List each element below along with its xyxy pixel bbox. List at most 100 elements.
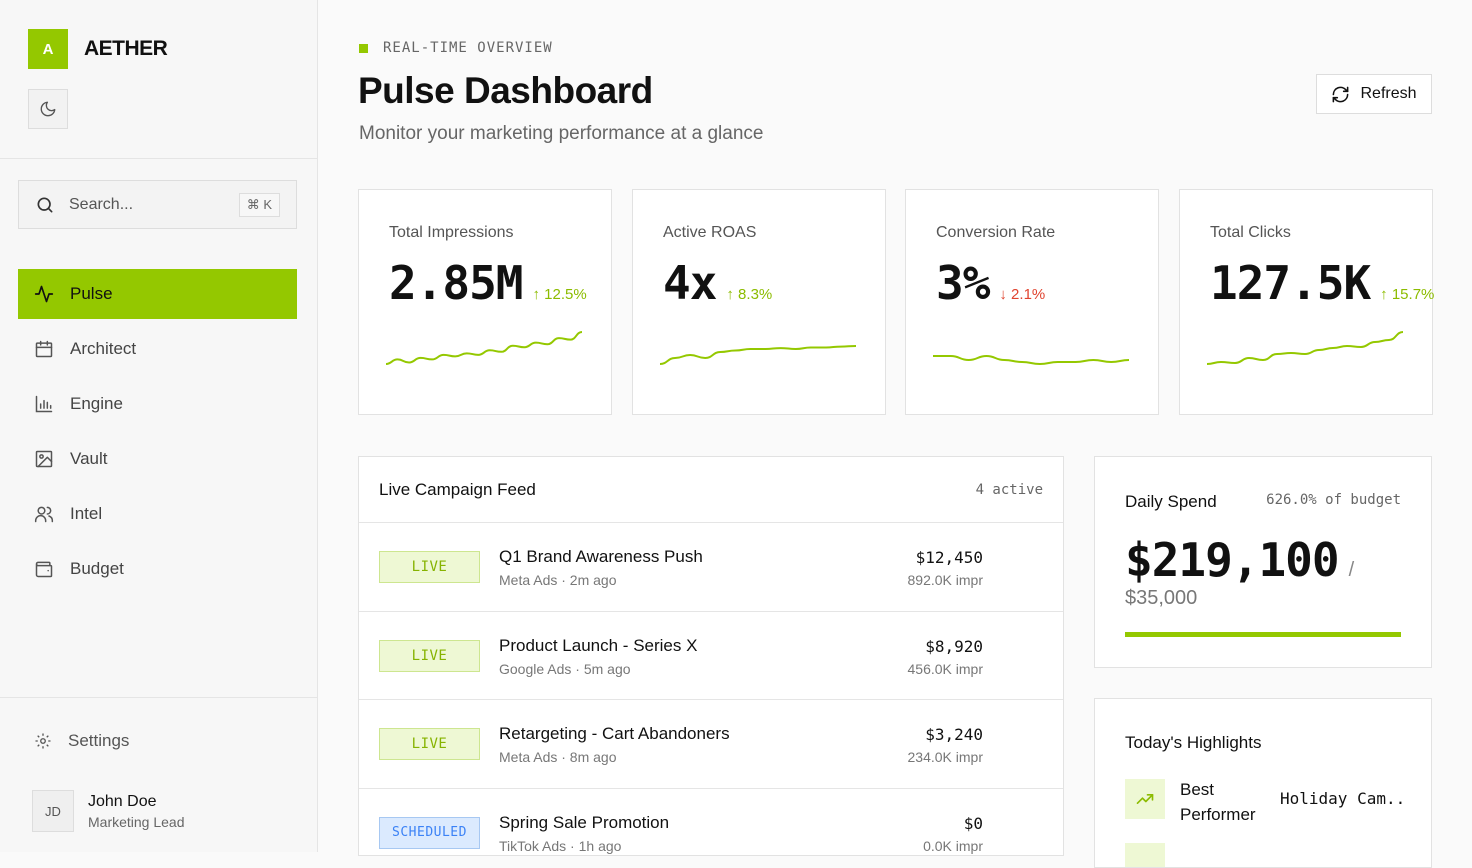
campaign-name: Product Launch - Series X bbox=[499, 635, 698, 655]
activity-icon bbox=[34, 285, 54, 303]
highlights-title: Today's Highlights bbox=[1125, 733, 1262, 752]
search-shortcut-badge: ⌘ K bbox=[238, 192, 280, 217]
nav-item-pulse[interactable]: Pulse bbox=[18, 269, 297, 319]
sparkline bbox=[385, 331, 583, 365]
metric-value: 4x bbox=[663, 256, 717, 310]
sparkline bbox=[1206, 331, 1404, 365]
metric-label: Total Clicks bbox=[1210, 224, 1291, 241]
campaign-row[interactable]: LIVE Q1 Brand Awareness Push Meta Ads · … bbox=[359, 523, 1063, 612]
spend-budget-percent: 626.0% of budget bbox=[1266, 492, 1401, 508]
user-name: John Doe bbox=[88, 792, 157, 810]
spend-progress-bar bbox=[1125, 632, 1401, 637]
page-title: Pulse Dashboard bbox=[358, 70, 653, 111]
nav-item-label: Budget bbox=[70, 559, 124, 578]
campaign-impressions: 892.0K impr bbox=[907, 572, 983, 588]
main-nav: Pulse Architect Engine Vault Intel Budge… bbox=[18, 269, 297, 599]
eyebrow-marker bbox=[359, 43, 368, 53]
refresh-icon bbox=[1333, 86, 1349, 102]
sparkline-path bbox=[1206, 331, 1404, 365]
moon-icon bbox=[40, 101, 56, 117]
nav-item-label: Engine bbox=[70, 394, 123, 413]
sparkline-path bbox=[659, 345, 857, 365]
image-icon bbox=[35, 450, 53, 468]
gear-icon bbox=[35, 733, 51, 749]
campaign-spend: $3,240 bbox=[925, 725, 983, 744]
campaign-spend: $8,920 bbox=[925, 636, 983, 656]
metric-change: ↑ 15.7% bbox=[1380, 286, 1435, 303]
search-input[interactable]: Search... ⌘ K bbox=[18, 180, 297, 229]
logo: A bbox=[28, 29, 68, 69]
campaign-meta: Meta Ads · 8m ago bbox=[499, 749, 617, 765]
highlight-value: Holiday Cam... bbox=[1280, 789, 1405, 808]
campaign-spend: $0 bbox=[963, 813, 983, 833]
sparkline bbox=[932, 354, 1130, 366]
feed-title: Live Campaign Feed bbox=[379, 479, 536, 499]
status-badge: LIVE bbox=[379, 551, 480, 583]
campaign-row[interactable]: LIVE Product Launch - Series X Google Ad… bbox=[359, 612, 1063, 700]
spend-budget: $35,000 bbox=[1125, 587, 1198, 609]
campaign-row[interactable]: SCHEDULED Spring Sale Promotion TikTok A… bbox=[359, 789, 1063, 856]
spend-separator: / bbox=[1348, 559, 1355, 581]
metric-card-clicks: Total Clicks 127.5K ↑ 15.7% bbox=[1179, 189, 1435, 415]
nav-item-intel[interactable]: Intel bbox=[18, 489, 297, 539]
brand[interactable]: A AETHER bbox=[28, 29, 168, 69]
sparkline bbox=[659, 345, 857, 365]
avatar: JD bbox=[32, 790, 74, 832]
metric-value: 3% bbox=[936, 256, 990, 310]
campaign-meta: Google Ads · 5m ago bbox=[499, 660, 631, 677]
spend-title: Daily Spend bbox=[1125, 492, 1217, 511]
refresh-button[interactable]: Refresh bbox=[1316, 74, 1432, 114]
metric-change: ↑ 8.3% bbox=[726, 286, 773, 303]
metric-change: ↓ 2.1% bbox=[999, 286, 1046, 303]
campaign-name: Retargeting - Cart Abandoners bbox=[499, 724, 730, 743]
campaign-name: Spring Sale Promotion bbox=[499, 812, 670, 832]
campaign-meta: Meta Ads · 2m ago bbox=[499, 572, 617, 588]
highlight-item[interactable]: Best Performer Holiday Cam... bbox=[1125, 779, 1405, 824]
nav-item-label: Architect bbox=[70, 339, 137, 358]
campaign-impressions: 0.0K impr bbox=[923, 837, 983, 854]
search-placeholder: Search... bbox=[69, 195, 134, 213]
nav-item-architect[interactable]: Architect bbox=[18, 324, 297, 374]
campaign-impressions: 234.0K impr bbox=[907, 749, 983, 765]
eyebrow-text: REAL-TIME OVERVIEW bbox=[383, 40, 553, 56]
campaign-impressions: 456.0K impr bbox=[907, 660, 983, 677]
brand-name: AETHER bbox=[84, 37, 168, 60]
user-role: Marketing Lead bbox=[88, 813, 185, 830]
refresh-label: Refresh bbox=[1360, 85, 1417, 102]
status-badge: LIVE bbox=[379, 639, 480, 672]
campaign-spend: $12,450 bbox=[915, 548, 983, 567]
trending-up-icon bbox=[1125, 779, 1165, 819]
bar-chart-icon bbox=[35, 395, 53, 413]
divider bbox=[0, 697, 318, 698]
page-eyebrow: REAL-TIME OVERVIEW bbox=[359, 40, 553, 56]
nav-item-vault[interactable]: Vault bbox=[18, 434, 297, 484]
metric-value: 2.85M bbox=[389, 256, 523, 310]
metric-card-impressions: Total Impressions 2.85M ↑ 12.5% bbox=[358, 189, 612, 415]
users-icon bbox=[34, 506, 54, 523]
search-icon bbox=[37, 197, 53, 212]
sparkline-path bbox=[385, 331, 583, 365]
metric-card-conversion: Conversion Rate 3% ↓ 2.1% bbox=[905, 189, 1159, 415]
campaign-meta: TikTok Ads · 1h ago bbox=[499, 837, 622, 854]
page-subtitle: Monitor your marketing performance at a … bbox=[359, 123, 764, 144]
theme-toggle-button[interactable] bbox=[28, 89, 68, 129]
calendar-icon bbox=[35, 340, 53, 358]
highlight-icon bbox=[1125, 843, 1165, 867]
campaign-name: Q1 Brand Awareness Push bbox=[499, 547, 703, 566]
nav-item-label: Intel bbox=[70, 504, 103, 523]
metric-label: Conversion Rate bbox=[936, 224, 1056, 241]
status-badge: LIVE bbox=[379, 728, 480, 760]
metric-value: 127.5K bbox=[1210, 256, 1371, 310]
metric-label: Total Impressions bbox=[389, 224, 514, 241]
highlights-card: Today's Highlights Best Performer Holida… bbox=[1094, 698, 1432, 868]
sidebar: A AETHER Search... ⌘ K Pulse Architect E… bbox=[0, 0, 318, 852]
nav-item-budget[interactable]: Budget bbox=[18, 544, 297, 594]
settings-label: Settings bbox=[68, 731, 130, 750]
nav-item-engine[interactable]: Engine bbox=[18, 379, 297, 429]
campaign-row[interactable]: LIVE Retargeting - Cart Abandoners Meta … bbox=[359, 700, 1063, 789]
user-profile[interactable]: JD John Doe Marketing Lead bbox=[32, 790, 185, 832]
metric-label: Active ROAS bbox=[663, 224, 757, 241]
wallet-icon bbox=[35, 561, 53, 578]
settings-link[interactable]: Settings bbox=[34, 731, 129, 751]
feed-header: Live Campaign Feed 4 active bbox=[359, 457, 1063, 523]
